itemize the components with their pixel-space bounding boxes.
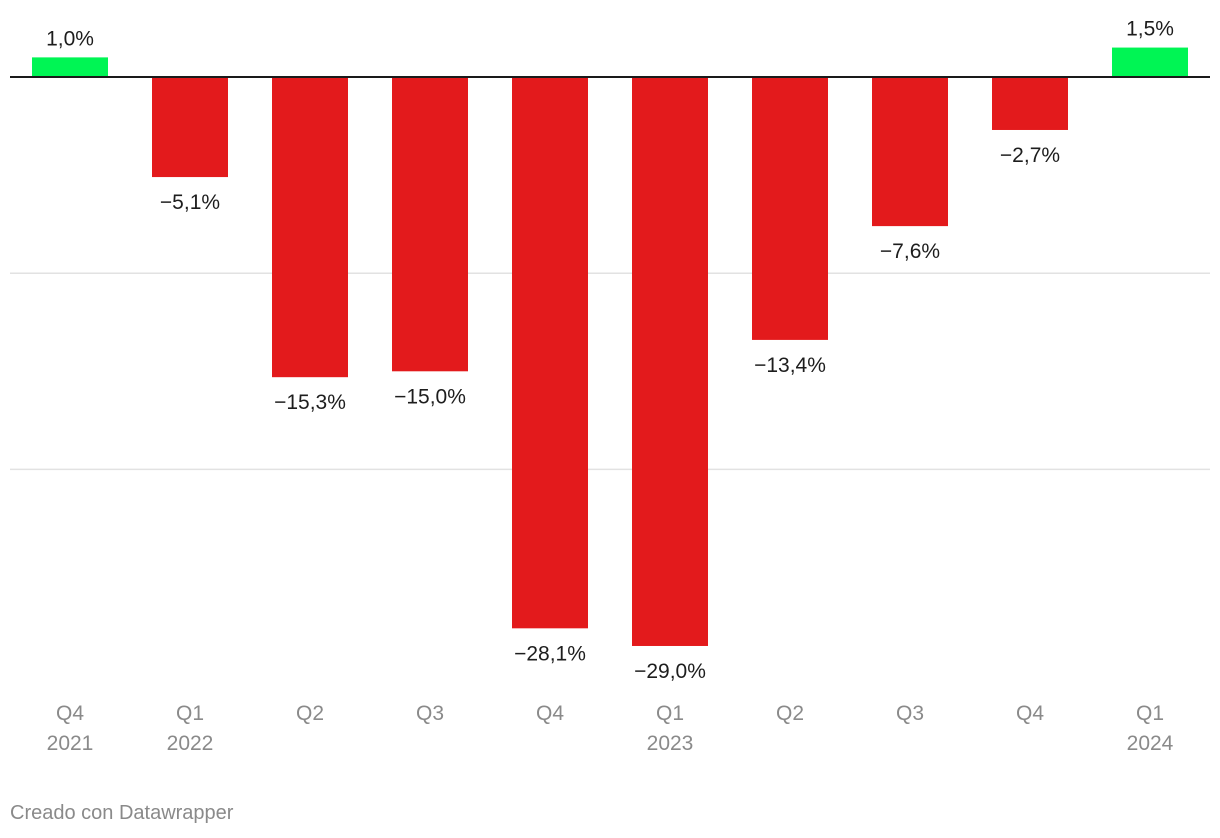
bars <box>32 47 1188 646</box>
x-axis-ticks: Q4 2021 Q1 2022 Q2 Q3 Q4 Q1 2023 Q2 Q3 Q4 Q1 2024 <box>47 702 1174 755</box>
bar-2 <box>272 77 348 378</box>
tick-quarter-8: Q4 <box>1016 702 1044 725</box>
tick-quarter-6: Q2 <box>776 702 804 725</box>
tick-year-9: 2024 <box>1127 732 1174 755</box>
tick-year-1: 2022 <box>167 732 214 755</box>
value-label-7: −7,6% <box>880 240 940 263</box>
value-label-5: −29,0% <box>634 660 706 683</box>
bar-4 <box>512 77 588 629</box>
tick-quarter-1: Q1 <box>176 702 204 725</box>
value-label-0: 1,0% <box>46 27 94 50</box>
tick-quarter-7: Q3 <box>896 702 924 725</box>
value-label-1: −5,1% <box>160 191 220 214</box>
bar-8 <box>992 77 1068 130</box>
value-labels: 1,0% −5,1% −15,3% −15,0% −28,1% −29,0% −13,4% −… <box>46 18 1174 683</box>
value-label-9: 1,5% <box>1126 18 1174 41</box>
bar-1 <box>152 77 228 178</box>
footer-credit: Creado con Datawrapper <box>10 802 234 824</box>
value-label-8: −2,7% <box>1000 144 1060 167</box>
bar-5 <box>632 77 708 646</box>
tick-quarter-5: Q1 <box>656 702 684 725</box>
bar-0 <box>32 57 108 77</box>
value-label-3: −15,0% <box>394 385 466 408</box>
gridlines <box>10 272 1210 471</box>
bar-chart: 1,0% −5,1% −15,3% −15,0% −28,1% −29,0% −13,4% −… <box>10 18 1210 755</box>
tick-quarter-3: Q3 <box>416 702 444 725</box>
bar-7 <box>872 77 948 227</box>
tick-quarter-4: Q4 <box>536 702 564 725</box>
tick-quarter-2: Q2 <box>296 702 324 725</box>
bar-9 <box>1112 47 1188 77</box>
tick-quarter-9: Q1 <box>1136 702 1164 725</box>
bar-6 <box>752 77 828 340</box>
tick-quarter-0: Q4 <box>56 702 84 725</box>
value-label-6: −13,4% <box>754 354 826 377</box>
value-label-4: −28,1% <box>514 642 586 665</box>
tick-year-0: 2021 <box>47 732 94 755</box>
tick-year-5: 2023 <box>647 732 694 755</box>
value-label-2: −15,3% <box>274 391 346 414</box>
bar-3 <box>392 77 468 372</box>
